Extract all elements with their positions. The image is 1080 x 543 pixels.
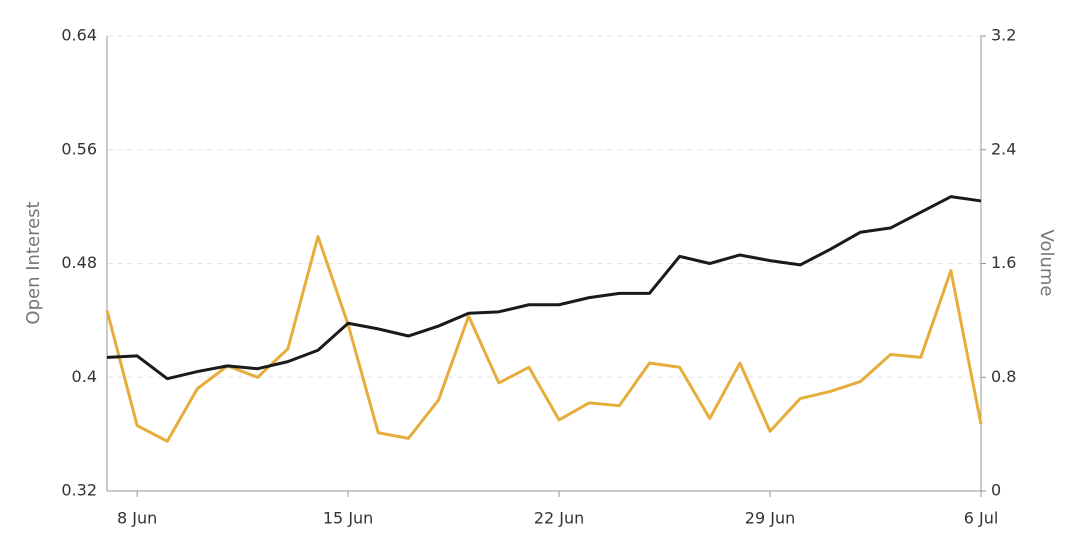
y2-tick-label: 2.4 (991, 139, 1016, 158)
line-series (105, 234, 983, 443)
y2-tick-label: 0.8 (991, 367, 1016, 386)
line-series (106, 195, 982, 381)
y-axis-title: Open Interest (23, 201, 44, 324)
y-tick-label: 0.4 (72, 367, 97, 386)
y-tick-label: 0.56 (61, 139, 97, 158)
y-tick-label: 0.48 (61, 253, 97, 272)
y-tick-label: 0.32 (61, 481, 97, 500)
x-tick-label: 29 Jun (745, 509, 795, 528)
y2-tick-label: 0 (991, 481, 1001, 500)
x-tick-label: 15 Jun (323, 509, 373, 528)
y2-axis-title: Volume (1036, 230, 1057, 297)
x-tick-label: 6 Jul (964, 509, 999, 528)
x-tick-label: 8 Jun (117, 509, 157, 528)
y2-tick-label: 3.2 (991, 26, 1016, 45)
x-tick-label: 22 Jun (534, 509, 584, 528)
y-tick-label: 0.64 (61, 26, 97, 45)
y2-tick-label: 1.6 (991, 253, 1016, 272)
